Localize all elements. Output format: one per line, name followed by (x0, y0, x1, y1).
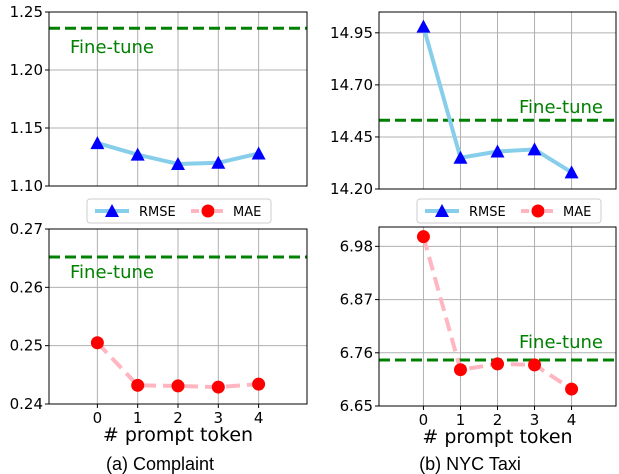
mae-point (453, 363, 467, 377)
chart-panel-3: Fine-tune 6.65 6.76 6.87 6.98 0 1 2 3 4# prompt t… (340, 226, 617, 448)
mae-point (90, 336, 104, 350)
y-tick-label: 14.95 (330, 24, 373, 42)
finetune-label: Fine-tune (519, 97, 603, 118)
rmse-point (130, 147, 145, 161)
mae-point (565, 382, 579, 396)
rmse-point (171, 156, 185, 170)
finetune-label: Fine-tune (70, 262, 154, 283)
finetune-label: Fine-tune (519, 332, 603, 353)
y-tick-label: 1.15 (10, 119, 43, 137)
rmse-point (90, 136, 105, 150)
series-line-mae (95, 341, 259, 390)
x-tick-label: 2 (173, 409, 183, 427)
x-tick-label: 4 (567, 411, 577, 429)
legend-mae-marker (531, 204, 545, 218)
y-tick-label: 0.26 (10, 278, 43, 296)
mae-point (416, 230, 430, 244)
legend-0: RMSE MAE (86, 198, 272, 224)
x-tick-label: 3 (214, 409, 224, 427)
x-tick-label: 0 (93, 409, 103, 427)
legend-rmse-label: RMSE (469, 205, 506, 220)
rmse-point (211, 155, 226, 169)
x-tick-label: 1 (133, 409, 143, 427)
legend-mae-label: MAE (233, 205, 261, 220)
y-tick-label: 14.45 (330, 128, 373, 146)
y-tick-label: 0.25 (10, 337, 43, 355)
axes-frame (48, 11, 308, 187)
y-tick-label: 14.20 (330, 180, 373, 198)
legend-mae-label: MAE (563, 205, 591, 220)
legend-rmse-marker (105, 204, 119, 217)
x-tick-label: 1 (456, 411, 466, 429)
legend-rmse-marker (435, 204, 449, 217)
chart-panel-0: Fine-tune 1.10 1.15 1.20 1.25 (10, 3, 308, 195)
y-tick-label: 14.70 (330, 76, 373, 94)
y-tick-label: 6.65 (340, 397, 373, 415)
legend-1: RMSE MAE (416, 198, 602, 224)
mae-point (252, 377, 266, 391)
legend-rmse-label: RMSE (139, 205, 176, 220)
rmse-point (527, 142, 542, 156)
x-tick-label: 4 (254, 409, 264, 427)
mae-point (491, 357, 504, 371)
axes-frame (378, 11, 617, 190)
y-tick-label: 1.20 (10, 61, 43, 79)
x-tick-label: 3 (530, 411, 540, 429)
chart-panel-2: Fine-tune 0.24 0.25 0.26 0.27 0 1 2 3 4# prompt t… (10, 220, 308, 446)
y-tick-label: 6.98 (340, 237, 373, 255)
mae-point (131, 378, 145, 392)
rmse-point (490, 144, 505, 158)
legend-box (416, 198, 602, 224)
mae-point (211, 380, 225, 394)
y-tick-label: 0.24 (10, 395, 43, 413)
y-tick-label: 1.25 (10, 3, 43, 21)
x-axis-label: # prompt token (422, 426, 572, 448)
x-tick-label: 2 (493, 411, 503, 429)
caption-b: (b) NYC Taxi (419, 454, 521, 474)
rmse-point (453, 150, 468, 164)
mae-point (528, 358, 542, 372)
y-tick-label: 6.87 (340, 291, 373, 309)
caption-a: (a) Complaint (106, 454, 214, 474)
chart-panel-1: Fine-tune 14.20 14.45 14.70 14.95 (330, 11, 617, 198)
x-axis-label: # prompt token (103, 424, 253, 446)
mae-point (171, 379, 185, 393)
y-tick-label: 0.27 (10, 220, 43, 238)
finetune-label: Fine-tune (70, 37, 154, 58)
x-tick-label: 0 (419, 411, 429, 429)
y-tick-label: 6.76 (340, 344, 373, 362)
legend-mae-marker (201, 204, 215, 218)
legend-box (86, 198, 272, 224)
rmse-point (564, 165, 579, 179)
y-tick-label: 1.10 (10, 177, 43, 195)
rmse-point (251, 146, 266, 160)
rmse-point (416, 19, 431, 33)
